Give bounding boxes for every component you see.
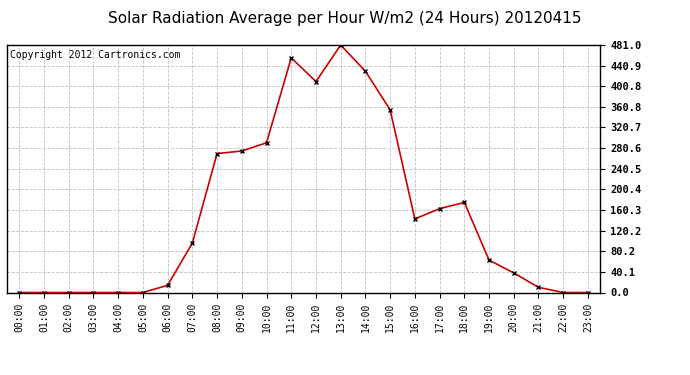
Text: Copyright 2012 Cartronics.com: Copyright 2012 Cartronics.com [10, 50, 180, 60]
Text: Solar Radiation Average per Hour W/m2 (24 Hours) 20120415: Solar Radiation Average per Hour W/m2 (2… [108, 11, 582, 26]
